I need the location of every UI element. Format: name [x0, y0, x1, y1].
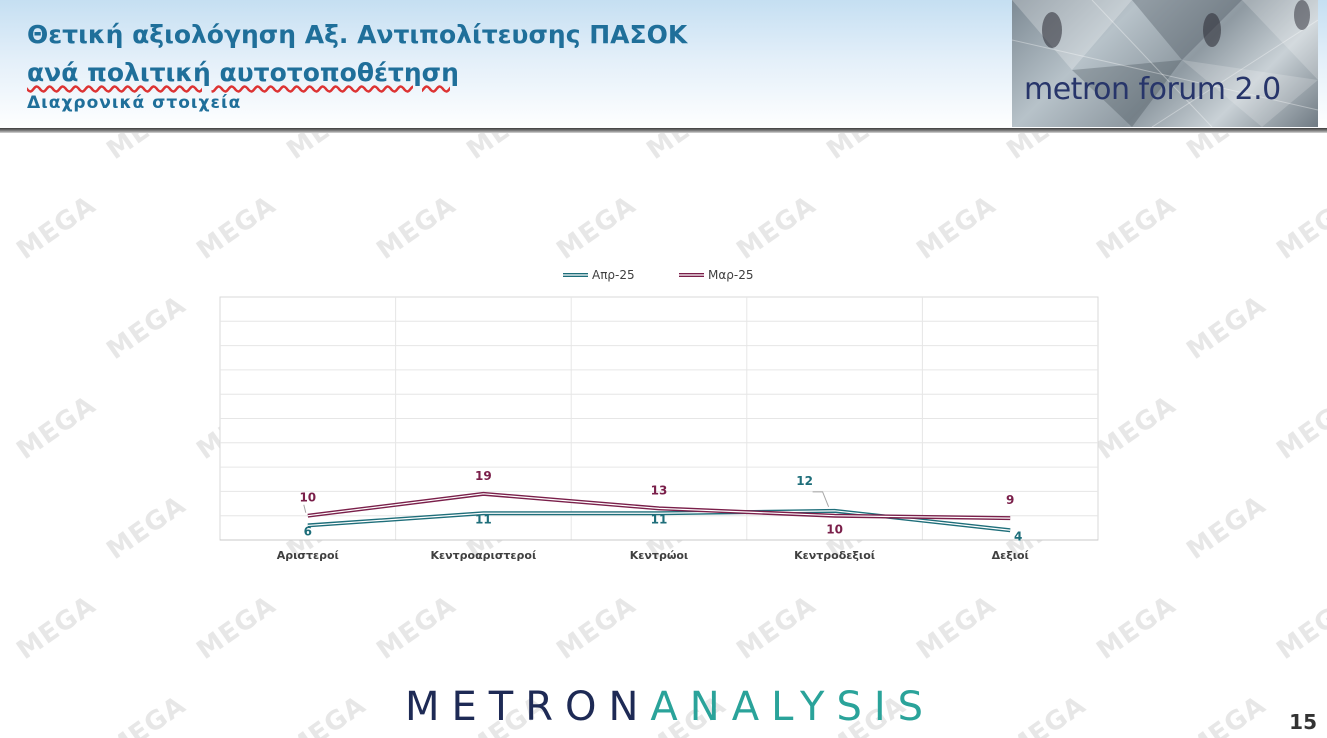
data-label-leader-line [303, 504, 307, 513]
brand-metron: METRON [405, 684, 651, 730]
data-label: 10 [299, 491, 316, 505]
series-line-highlight-2 [307, 493, 1011, 519]
data-label: 11 [651, 512, 668, 526]
data-label: 19 [475, 469, 492, 483]
x-tick-label: Κεντρώοι [630, 549, 688, 562]
slide-title-line1: Θετική αξιολόγηση Αξ. Αντιπολίτευσης ΠΑΣ… [27, 20, 688, 49]
logo-background-graphic [1012, 0, 1318, 127]
data-label: 12 [796, 474, 813, 488]
brand-analysis: ANALYSIS [650, 684, 936, 730]
page-number: 15 [1289, 710, 1317, 734]
data-label: 11 [475, 512, 492, 526]
data-label: 13 [651, 483, 668, 497]
data-label: 4 [1014, 529, 1022, 543]
header-divider [0, 128, 1327, 133]
x-tick-label: Αριστεροί [277, 549, 339, 562]
data-label: 6 [304, 524, 312, 538]
metronanalysis-logo: METRONANALYSIS [405, 684, 935, 734]
data-label: 9 [1006, 493, 1014, 507]
legend-label: Μαρ-25 [708, 268, 753, 282]
legend-label: Απρ-25 [592, 268, 635, 282]
x-tick-label: Κεντροαριστεροί [431, 549, 537, 562]
slide-title-line2-text: ανά πολιτική αυτοτοποθέτηση [27, 58, 459, 87]
data-label: 10 [826, 523, 843, 537]
x-tick-label: Κεντροδεξιοί [794, 549, 875, 562]
metron-forum-logo: metron forum 2.0 [1012, 0, 1318, 127]
logo-text: metron forum 2.0 [1024, 72, 1281, 107]
slide-subtitle: Διαχρονικά στοιχεία [27, 93, 242, 113]
data-label-leader-line [812, 491, 830, 508]
x-tick-label: Δεξιοί [992, 549, 1029, 562]
slide-title-line2: ανά πολιτική αυτοτοποθέτηση [27, 58, 459, 87]
